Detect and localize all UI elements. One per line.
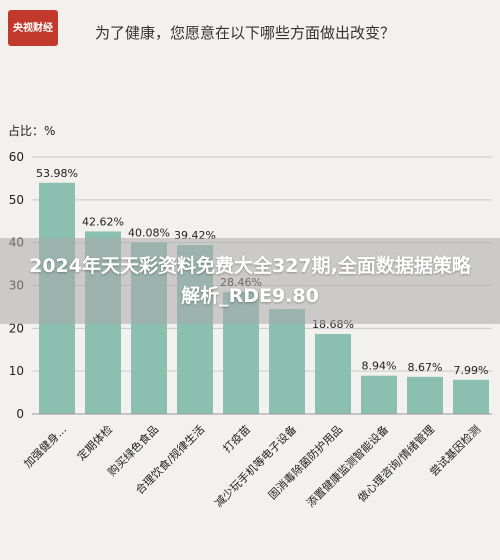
x-tick-label: 做心理咨询/情绪管理 (355, 422, 438, 505)
headline-overlay: 2024年天天彩资料免费大全327期,全面数据据策略解析_RDE9.80 (0, 238, 500, 324)
y-tick-label: 10 (9, 364, 24, 378)
x-tick-label: 打疫苗 (220, 422, 253, 455)
data-label: 40.08% (128, 226, 170, 239)
y-tick-label: 60 (9, 150, 24, 164)
x-tick-label: 固消毒除菌防护用品 (265, 422, 345, 502)
y-tick-label: 20 (9, 321, 24, 335)
bar (361, 375, 397, 414)
y-tick-label: 50 (9, 193, 24, 207)
x-tick-label: 加强健身... (21, 422, 69, 470)
bar (315, 333, 351, 414)
data-label: 53.98% (36, 167, 78, 180)
bar (269, 309, 305, 414)
data-label: 8.67% (408, 361, 443, 374)
x-tick-label: 定期体检 (74, 422, 115, 463)
bar (407, 376, 443, 414)
data-label: 7.99% (454, 364, 489, 377)
x-tick-label: 减少玩手机等电子设备 (211, 422, 299, 510)
y-tick-label: 0 (16, 407, 24, 421)
bar (453, 379, 489, 414)
chart-title: 为了健康，您愿意在以下哪些方面做出改变？ (95, 24, 396, 42)
x-tick-label: 添置健康监测智能设备 (303, 422, 391, 510)
y-axis-label: 占比：% (8, 124, 56, 138)
data-label: 8.94% (362, 360, 397, 373)
brand-logo: 央视财经 (8, 10, 58, 46)
data-label: 42.62% (82, 215, 124, 228)
headline-text: 2024年天天彩资料免费大全327期,全面数据据策略解析_RDE9.80 (29, 255, 471, 307)
